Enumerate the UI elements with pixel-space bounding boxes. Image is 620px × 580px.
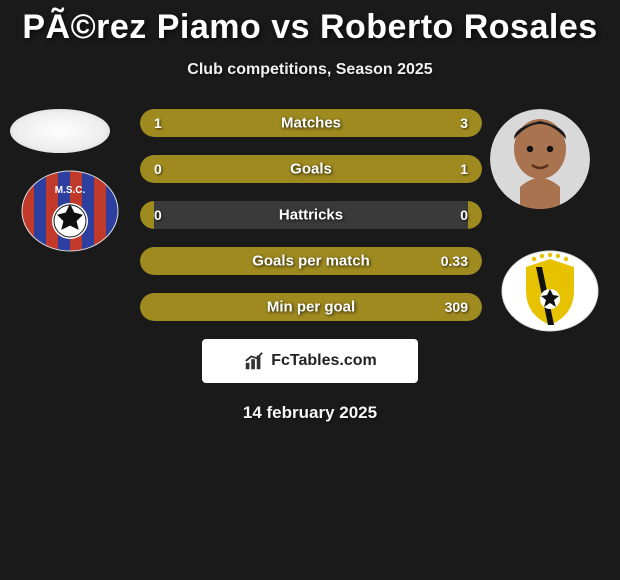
stat-right-value: 1 bbox=[460, 161, 468, 177]
stat-right-fill bbox=[468, 201, 482, 229]
brand-box: FcTables.com bbox=[202, 339, 418, 383]
page-title: PÃ©rez Piamo vs Roberto Rosales bbox=[0, 0, 620, 47]
stat-right-value: 0.33 bbox=[441, 253, 468, 269]
club-right-badge bbox=[500, 249, 600, 333]
stat-left-fill bbox=[140, 109, 226, 137]
stat-label: Goals per match bbox=[252, 253, 370, 270]
stat-left-value: 0 bbox=[154, 207, 162, 223]
stat-left-value: 1 bbox=[154, 115, 162, 131]
svg-text:M.S.C.: M.S.C. bbox=[55, 185, 86, 196]
stat-row: 0 1 Goals bbox=[140, 155, 482, 183]
stat-label: Goals bbox=[290, 161, 332, 178]
stat-left-fill bbox=[140, 247, 154, 275]
stat-left-fill bbox=[140, 293, 154, 321]
stat-row: 1 3 Matches bbox=[140, 109, 482, 137]
stat-label: Min per goal bbox=[267, 299, 355, 316]
stat-right-value: 309 bbox=[445, 299, 468, 315]
stat-row: 0.33 Goals per match bbox=[140, 247, 482, 275]
stat-right-value: 3 bbox=[460, 115, 468, 131]
stat-left-fill bbox=[140, 155, 154, 183]
player-left-avatar bbox=[10, 109, 110, 153]
brand-chart-icon bbox=[243, 350, 265, 372]
comparison-area: M.S.C. bbox=[0, 109, 620, 321]
stat-right-fill bbox=[226, 109, 483, 137]
stat-left-fill bbox=[140, 201, 154, 229]
stat-label: Matches bbox=[281, 115, 341, 132]
date-text: 14 february 2025 bbox=[0, 403, 620, 423]
stat-label: Hattricks bbox=[279, 207, 343, 224]
stat-left-value: 0 bbox=[154, 161, 162, 177]
club-left-badge: M.S.C. bbox=[20, 169, 120, 253]
subtitle: Club competitions, Season 2025 bbox=[0, 61, 620, 79]
player-right-avatar bbox=[490, 109, 590, 209]
stat-row: 0 0 Hattricks bbox=[140, 201, 482, 229]
stat-bars: 1 3 Matches 0 1 Goals 0 0 Hattricks 0.33 Goals per… bbox=[140, 109, 482, 321]
stat-right-value: 0 bbox=[460, 207, 468, 223]
stat-row: 309 Min per goal bbox=[140, 293, 482, 321]
brand-text: FcTables.com bbox=[271, 352, 377, 370]
